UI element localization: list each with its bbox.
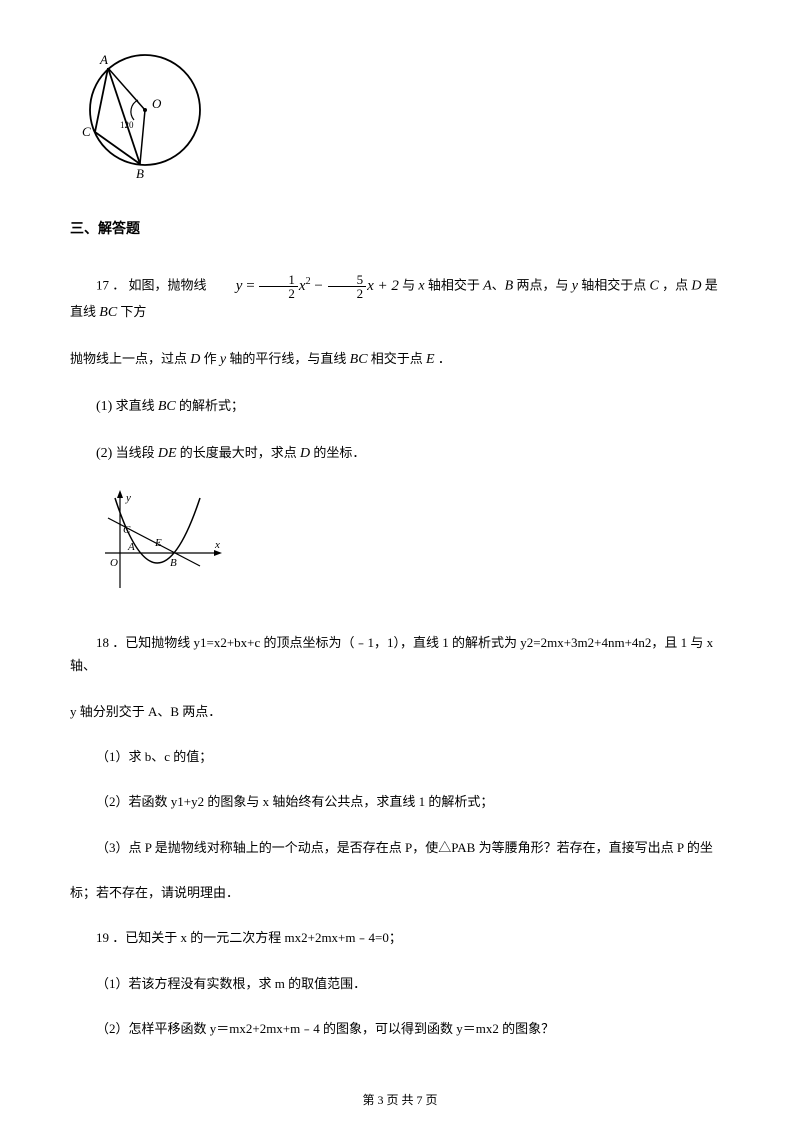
s2-D: D — [300, 446, 310, 461]
eq-eq: = — [242, 278, 258, 294]
lbl-x: x — [214, 539, 220, 551]
label-O: O — [152, 96, 162, 111]
p18-sub3b: 标；若不存在，请说明理由． — [70, 881, 730, 904]
s2-paren: (2) — [96, 446, 112, 461]
label-C: C — [82, 124, 91, 139]
eq-minus: − — [311, 278, 327, 294]
t2: 轴相交于 — [425, 277, 484, 292]
problem-19: 19 ．已知关于 x 的一元二次方程 mx2+2mx+m﹣4=0； — [70, 926, 730, 949]
s2b: 的长度最大时，求点 — [177, 445, 301, 460]
l2b: 作 — [200, 351, 220, 366]
eq-x1: x — [299, 278, 306, 294]
pt-C: C — [649, 278, 658, 293]
pt-A: A — [483, 278, 492, 293]
p18-sub1: （1）求 b、c 的值； — [70, 745, 730, 768]
figure-parabola: y C A E O B x — [100, 488, 730, 605]
lbl-B: B — [170, 557, 177, 569]
lbl-E: E — [154, 537, 162, 549]
pt-B: B — [505, 278, 514, 293]
eq-tail: x + 2 — [367, 278, 399, 294]
l2e: ． — [435, 351, 451, 366]
l2a: 抛物线上一点，过点 — [70, 351, 190, 366]
s2-DE: DE — [158, 446, 177, 461]
s2c: 的坐标． — [310, 445, 365, 460]
page-footer: 第 3 页 共 7 页 — [0, 1090, 800, 1112]
problem-18-l2: y 轴分别交于 A、B 两点． — [70, 700, 730, 723]
p17-pre: 如图，抛物线 — [129, 277, 210, 292]
s1a: 求直线 — [112, 398, 158, 413]
t3: 两点，与 — [513, 277, 572, 292]
s2a: 当线段 — [112, 445, 158, 460]
pt-D2: D — [190, 352, 200, 367]
lbl-C: C — [123, 524, 131, 536]
s1-paren: (1) — [96, 399, 112, 414]
p17-number: 17 ． — [96, 277, 125, 292]
figure-circle-inscribed: A O C B 120 — [70, 40, 730, 187]
frac-5-2: 52 — [328, 273, 367, 300]
t7: 下方 — [117, 304, 146, 319]
line-BC: BC — [99, 305, 117, 320]
l2c: 轴的平行线，与直线 — [226, 351, 350, 366]
pt-E: E — [426, 352, 435, 367]
pt-D: D — [691, 278, 701, 293]
l2d: 相交于点 — [368, 351, 427, 366]
frac-half: 12 — [259, 273, 298, 300]
p17-sub1: (1) 求直线 BC 的解析式； — [70, 394, 730, 419]
p17-equation: y = 12x2 − 52x + 2 — [210, 273, 399, 300]
label-B: B — [136, 166, 144, 180]
parabola-svg: y C A E O B x — [100, 488, 230, 598]
s1b: 的解析式； — [176, 398, 244, 413]
lbl-y: y — [125, 492, 131, 504]
p17-line2: 抛物线上一点，过点 D 作 y 轴的平行线，与直线 BC 相交于点 E ． — [70, 347, 730, 372]
label-angle-120: 120 — [120, 120, 134, 130]
circle-diagram-svg: A O C B 120 — [70, 40, 210, 180]
c1: 、 — [492, 277, 505, 292]
lbl-O: O — [110, 557, 118, 569]
label-A: A — [99, 52, 108, 67]
t4: 轴相交于点 — [578, 277, 650, 292]
p17-sub2: (2) 当线段 DE 的长度最大时，求点 D 的坐标． — [70, 441, 730, 466]
t5: ，点 — [659, 277, 692, 292]
p19-sub2: （2）怎样平移函数 y＝mx2+2mx+m﹣4 的图象，可以得到函数 y＝mx2… — [70, 1017, 730, 1040]
p18-sub2: （2）若函数 y1+y2 的图象与 x 轴始终有公共点，求直线 1 的解析式； — [70, 790, 730, 813]
s1-BC: BC — [158, 399, 176, 414]
section-heading-answers: 三、解答题 — [70, 217, 730, 242]
lbl-A: A — [127, 541, 135, 553]
p19-sub1: （1）若该方程没有实数根，求 m 的取值范围． — [70, 972, 730, 995]
problem-18-l1: 18 ．已知抛物线 y1=x2+bx+c 的顶点坐标为（﹣1，1），直线 1 的… — [70, 631, 730, 678]
problem-17: 17 ． 如图，抛物线 y = 12x2 − 52x + 2 与 x 轴相交于 … — [70, 273, 730, 325]
t1: 与 — [402, 277, 418, 292]
line-BC2: BC — [350, 352, 368, 367]
p18-sub3a: （3）点 P 是抛物线对称轴上的一个动点，是否存在点 P，使△PAB 为等腰角形… — [70, 836, 730, 859]
